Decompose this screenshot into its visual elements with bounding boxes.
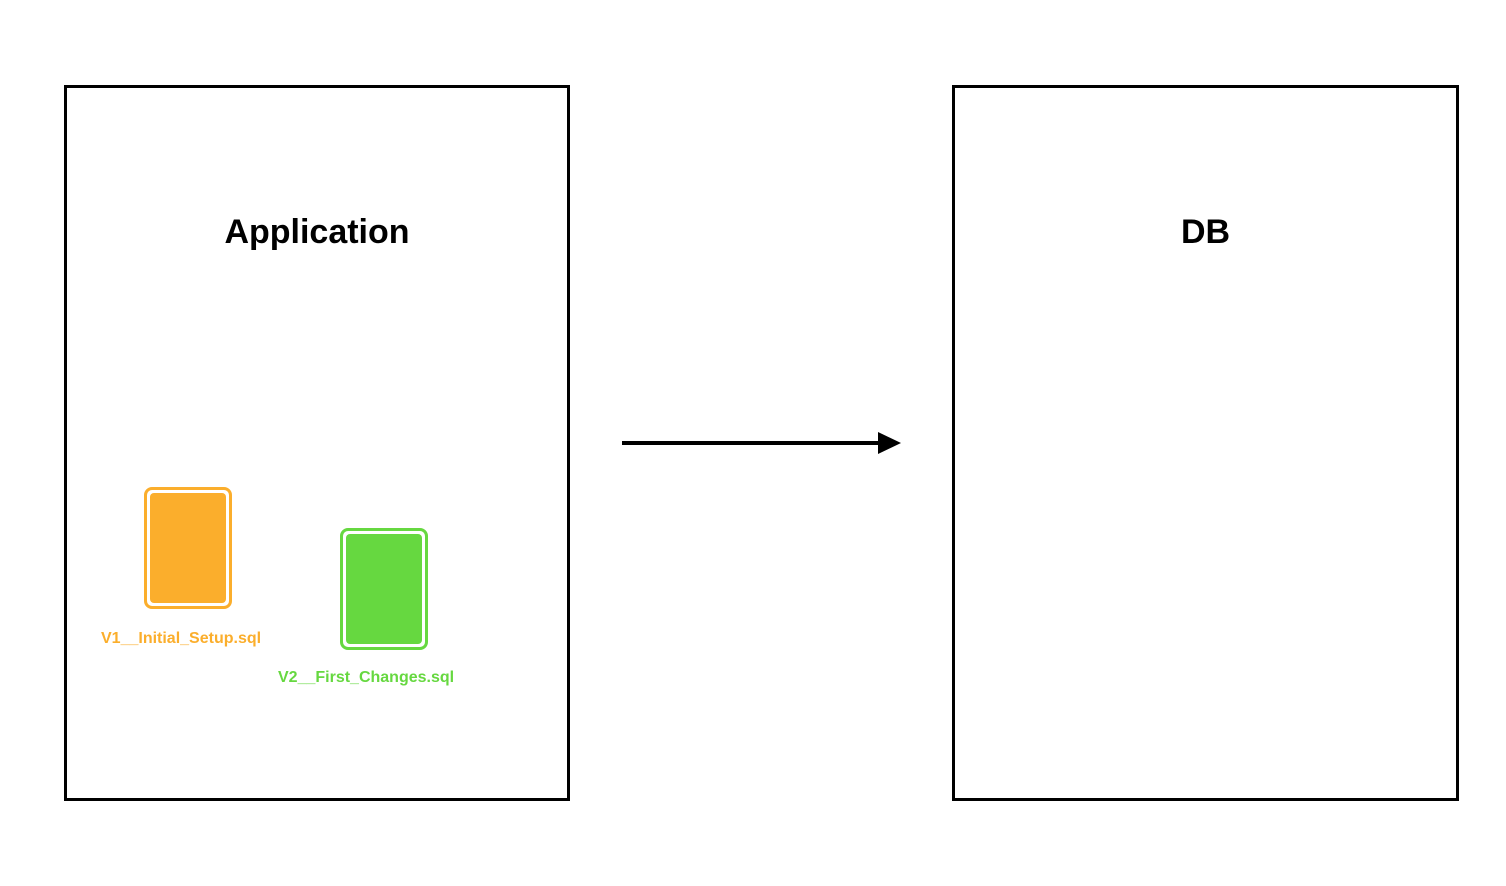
sql-file-v2-fill [346,534,422,644]
application-title: Application [224,213,410,251]
sql-file-v1-label: V1__Initial_Setup.sql [101,630,262,647]
db-box: DB [952,85,1459,801]
arrow-head [878,432,901,454]
sql-file-v1-fill [150,493,226,603]
sql-file-v2-icon [340,528,428,650]
sql-file-v2-label: V2__First_Changes.sql [278,669,455,686]
sql-file-v1-icon [144,487,232,609]
right-arrow-icon [622,432,901,454]
db-title: DB [1180,213,1231,251]
application-box: Application V1__Initial_Setup.sql V2__Fi… [64,85,570,801]
